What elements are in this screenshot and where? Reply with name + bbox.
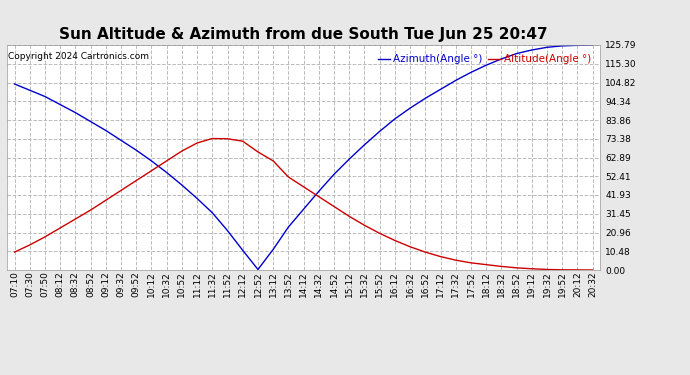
Line: Azimuth(Angle °): Azimuth(Angle °) [14,45,593,270]
Altitude(Angle °) [117,188,125,193]
Azimuth(Angle °) [132,148,140,152]
Line: Altitude(Angle °): Altitude(Angle °) [14,138,593,270]
Altitude(Angle °) [375,231,384,236]
Altitude(Angle °) [224,136,232,141]
Altitude(Angle °) [26,243,34,247]
Altitude(Angle °) [497,264,506,268]
Altitude(Angle °) [513,266,521,270]
Altitude(Angle °) [436,254,444,259]
Legend: Azimuth(Angle °), Altitude(Angle °): Azimuth(Angle °), Altitude(Angle °) [374,50,595,69]
Title: Sun Altitude & Azimuth from due South Tue Jun 25 20:47: Sun Altitude & Azimuth from due South Tu… [59,27,548,42]
Altitude(Angle °) [147,168,155,173]
Azimuth(Angle °) [193,196,201,201]
Azimuth(Angle °) [573,43,582,48]
Azimuth(Angle °) [239,248,247,253]
Altitude(Angle °) [208,136,217,141]
Altitude(Angle °) [239,139,247,144]
Azimuth(Angle °) [528,48,536,52]
Azimuth(Angle °) [208,210,217,215]
Azimuth(Angle °) [391,117,399,121]
Altitude(Angle °) [284,175,293,179]
Azimuth(Angle °) [375,129,384,134]
Azimuth(Angle °) [315,189,323,194]
Altitude(Angle °) [558,268,566,272]
Altitude(Angle °) [41,235,49,239]
Altitude(Angle °) [421,250,429,254]
Azimuth(Angle °) [558,44,566,48]
Altitude(Angle °) [543,267,551,272]
Altitude(Angle °) [315,194,323,199]
Azimuth(Angle °) [56,102,64,107]
Azimuth(Angle °) [436,87,444,92]
Altitude(Angle °) [589,268,597,272]
Azimuth(Angle °) [163,170,171,175]
Altitude(Angle °) [299,184,308,189]
Azimuth(Angle °) [467,70,475,75]
Altitude(Angle °) [254,150,262,154]
Azimuth(Angle °) [345,157,353,161]
Azimuth(Angle °) [421,96,429,100]
Text: Copyright 2024 Cartronics.com: Copyright 2024 Cartronics.com [8,52,149,61]
Altitude(Angle °) [391,238,399,243]
Altitude(Angle °) [452,258,460,262]
Azimuth(Angle °) [147,159,155,163]
Azimuth(Angle °) [330,172,338,177]
Altitude(Angle °) [406,244,414,249]
Altitude(Angle °) [101,198,110,202]
Altitude(Angle °) [178,149,186,153]
Altitude(Angle °) [269,159,277,163]
Altitude(Angle °) [360,223,368,228]
Altitude(Angle °) [482,262,491,267]
Azimuth(Angle °) [299,207,308,212]
Altitude(Angle °) [10,250,19,254]
Azimuth(Angle °) [178,183,186,187]
Altitude(Angle °) [163,159,171,163]
Azimuth(Angle °) [117,138,125,142]
Azimuth(Angle °) [284,225,293,230]
Azimuth(Angle °) [101,128,110,133]
Azimuth(Angle °) [543,45,551,50]
Azimuth(Angle °) [41,94,49,99]
Altitude(Angle °) [71,217,79,221]
Azimuth(Angle °) [589,43,597,47]
Altitude(Angle °) [86,208,95,212]
Altitude(Angle °) [467,261,475,265]
Altitude(Angle °) [528,267,536,271]
Altitude(Angle °) [330,204,338,209]
Azimuth(Angle °) [224,228,232,233]
Altitude(Angle °) [345,214,353,219]
Azimuth(Angle °) [254,267,262,272]
Azimuth(Angle °) [360,142,368,147]
Azimuth(Angle °) [513,51,521,56]
Azimuth(Angle °) [71,110,79,115]
Azimuth(Angle °) [86,119,95,124]
Altitude(Angle °) [132,178,140,183]
Altitude(Angle °) [193,141,201,145]
Altitude(Angle °) [56,226,64,230]
Azimuth(Angle °) [482,63,491,68]
Altitude(Angle °) [573,268,582,272]
Azimuth(Angle °) [26,88,34,93]
Azimuth(Angle °) [406,106,414,110]
Azimuth(Angle °) [10,82,19,86]
Azimuth(Angle °) [497,57,506,61]
Azimuth(Angle °) [452,78,460,82]
Azimuth(Angle °) [269,247,277,252]
